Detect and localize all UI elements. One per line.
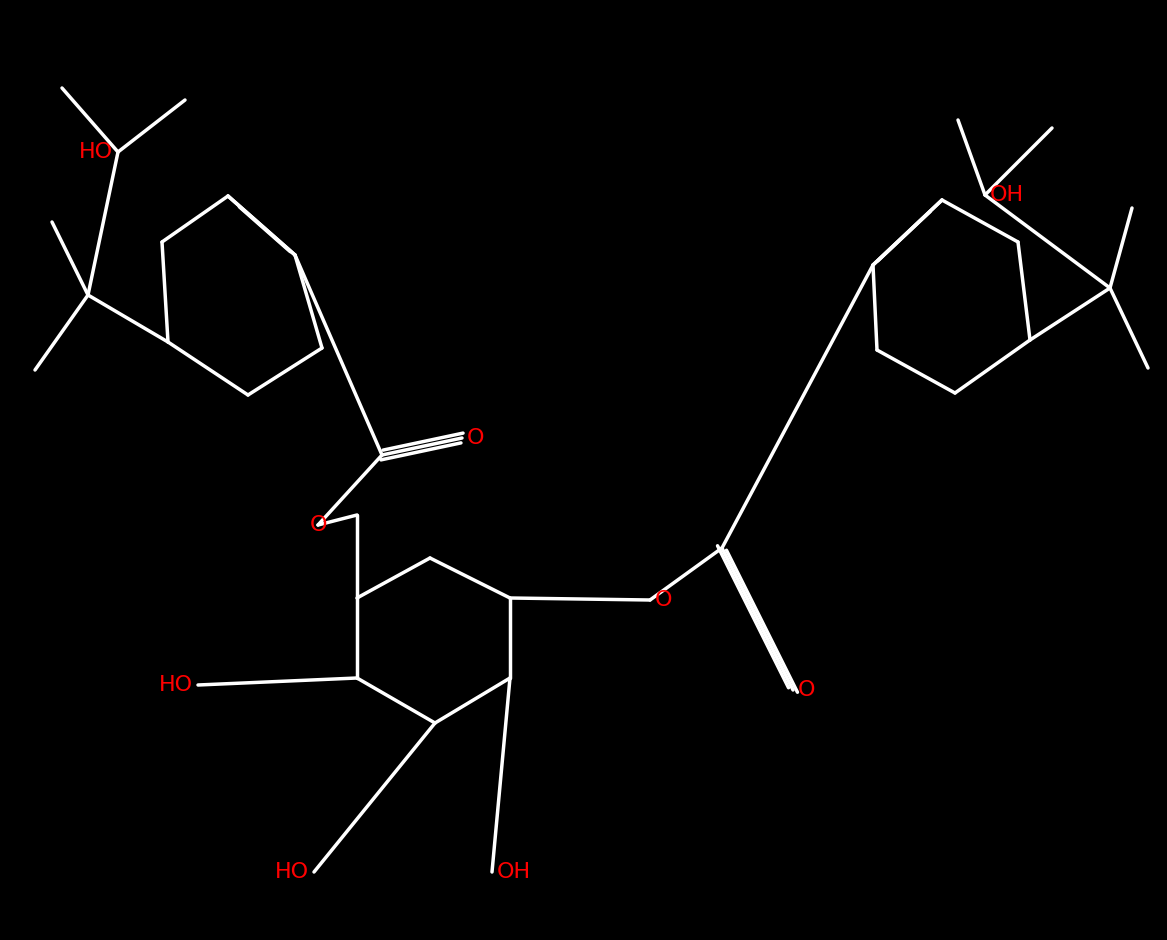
Text: O: O — [467, 428, 484, 448]
Text: O: O — [798, 680, 816, 700]
Text: O: O — [309, 515, 327, 535]
Text: HO: HO — [79, 142, 113, 162]
Text: OH: OH — [990, 185, 1025, 205]
Text: OH: OH — [497, 862, 531, 882]
Text: HO: HO — [159, 675, 193, 695]
Text: HO: HO — [275, 862, 309, 882]
Text: O: O — [655, 590, 672, 610]
